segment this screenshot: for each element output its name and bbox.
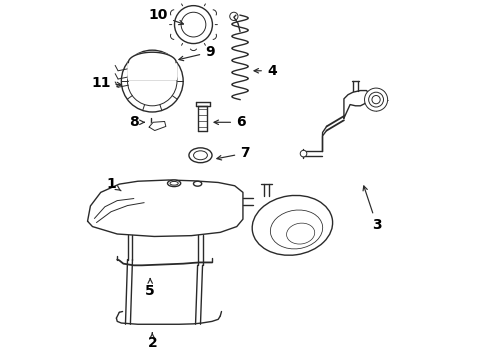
Polygon shape	[88, 180, 243, 237]
Circle shape	[122, 50, 183, 112]
Polygon shape	[149, 121, 166, 131]
Text: 7: 7	[217, 146, 250, 160]
Text: 10: 10	[149, 8, 183, 24]
Circle shape	[365, 88, 388, 111]
Text: 8: 8	[129, 115, 145, 129]
Ellipse shape	[194, 181, 202, 186]
Ellipse shape	[168, 180, 181, 186]
Circle shape	[300, 150, 307, 157]
Text: 1: 1	[106, 177, 121, 191]
Text: 6: 6	[214, 115, 245, 129]
Polygon shape	[344, 91, 368, 118]
Text: 3: 3	[363, 186, 382, 232]
Text: 5: 5	[146, 279, 155, 298]
Text: 2: 2	[147, 333, 157, 350]
Ellipse shape	[252, 195, 333, 255]
Text: 11: 11	[91, 76, 122, 90]
Text: 4: 4	[254, 64, 277, 78]
Circle shape	[174, 6, 213, 44]
Text: 9: 9	[179, 45, 215, 61]
Ellipse shape	[189, 148, 212, 163]
Polygon shape	[128, 52, 176, 79]
Polygon shape	[128, 63, 176, 79]
